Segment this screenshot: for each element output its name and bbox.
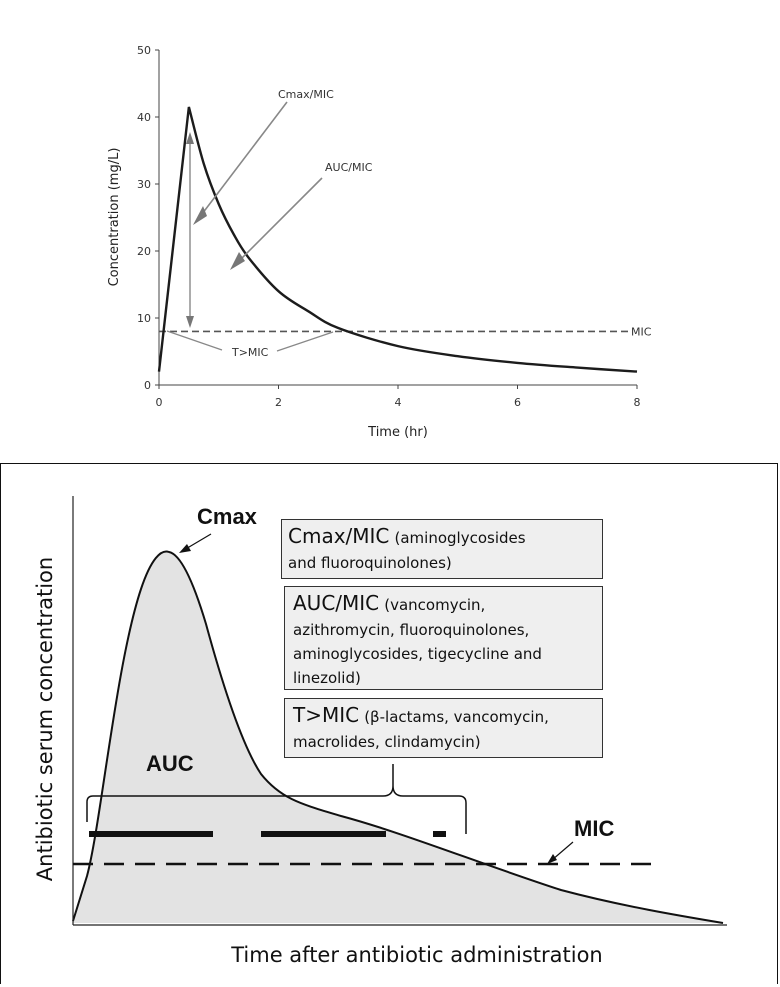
cmax-mic-heading: Cmax/MIC (288, 524, 390, 548)
cmax-mic-info-box: Cmax/MIC (aminoglycosides and fluoroquin… (281, 519, 603, 579)
x-tick-label: 8 (634, 396, 641, 409)
t-mic-drugs-line1: (β-lactams, vancomycin, (364, 708, 549, 726)
pkpd-area-diagram: Cmax AUC MIC Time after antibiotic admin… (33, 496, 727, 967)
t-mic-drugs-line2: macrolides, clindamycin) (293, 733, 481, 751)
cmax-arrowhead-bottom (186, 316, 194, 328)
concentration-curve (72, 550, 724, 924)
y-tick-label: 50 (137, 44, 151, 57)
tmic-left-line (166, 330, 223, 351)
y-axis-ticks: 0 10 20 30 40 50 (137, 44, 159, 392)
cmax-pointer-line (198, 101, 288, 219)
y-axis-title: Concentration (mg/L) (107, 148, 122, 287)
auc-annotation: AUC/MIC (325, 161, 373, 174)
x-axis-title: Time after antibiotic administration (230, 943, 603, 967)
mic-label: MIC (574, 816, 614, 841)
auc-mic-drugs-line4: linezolid) (293, 669, 361, 687)
x-tick-label: 4 (395, 396, 402, 409)
x-tick-label: 2 (275, 396, 282, 409)
cmax-pointer-arrowhead (193, 206, 207, 225)
auc-label: AUC (146, 751, 194, 776)
t-mic-info-box: T>MIC (β-lactams, vancomycin, macrolides… (284, 698, 603, 758)
auc-mic-info-box: AUC/MIC (vancomycin, azithromycin, fluor… (284, 586, 603, 690)
tmic-right-line (276, 331, 334, 352)
x-axis-title: Time (hr) (367, 425, 428, 440)
auc-mic-drugs-line2: azithromycin, fluoroquinolones, (293, 621, 530, 639)
y-tick-label: 40 (137, 111, 151, 124)
t-mic-heading: T>MIC (293, 703, 360, 727)
tmic-annotation: T>MIC (231, 346, 269, 359)
auc-shaded-area (73, 551, 723, 923)
y-tick-label: 30 (137, 178, 151, 191)
cmax-mic-drugs-line2: and fluoroquinolones) (288, 554, 452, 572)
auc-pointer-arrowhead (230, 252, 245, 270)
x-tick-label: 6 (514, 396, 521, 409)
mic-pointer-arrowhead (547, 854, 557, 864)
auc-mic-drugs-line1: (vancomycin, (384, 596, 486, 614)
auc-mic-heading: AUC/MIC (293, 591, 380, 615)
x-axis-ticks: 0 2 4 6 8 (156, 385, 641, 409)
cmax-annotation: Cmax/MIC (278, 88, 334, 101)
y-tick-label: 0 (144, 379, 151, 392)
y-tick-label: 10 (137, 312, 151, 325)
cmax-pointer-arrowhead (179, 544, 191, 553)
cmax-mic-drugs-line1: (aminoglycosides (394, 529, 526, 547)
bottom-panel: Cmax AUC MIC Time after antibiotic admin… (0, 463, 778, 984)
y-axis-title: Antibiotic serum concentration (33, 557, 57, 881)
concentration-curve (157, 106, 638, 373)
x-tick-label: 0 (156, 396, 163, 409)
auc-pointer-line (235, 177, 323, 265)
mic-label: MIC (631, 325, 652, 338)
y-tick-label: 20 (137, 245, 151, 258)
cmax-arrowhead-top (186, 132, 194, 144)
cmax-label: Cmax (197, 504, 258, 529)
t-mic-bracket (86, 764, 467, 834)
top-chart: 0 10 20 30 40 50 0 2 4 6 8 MIC Cmax/MIC AUC/MIC T… (107, 44, 652, 440)
auc-mic-drugs-line3: aminoglycosides, tigecycline and (293, 645, 542, 663)
mic-pointer-line (551, 841, 574, 861)
